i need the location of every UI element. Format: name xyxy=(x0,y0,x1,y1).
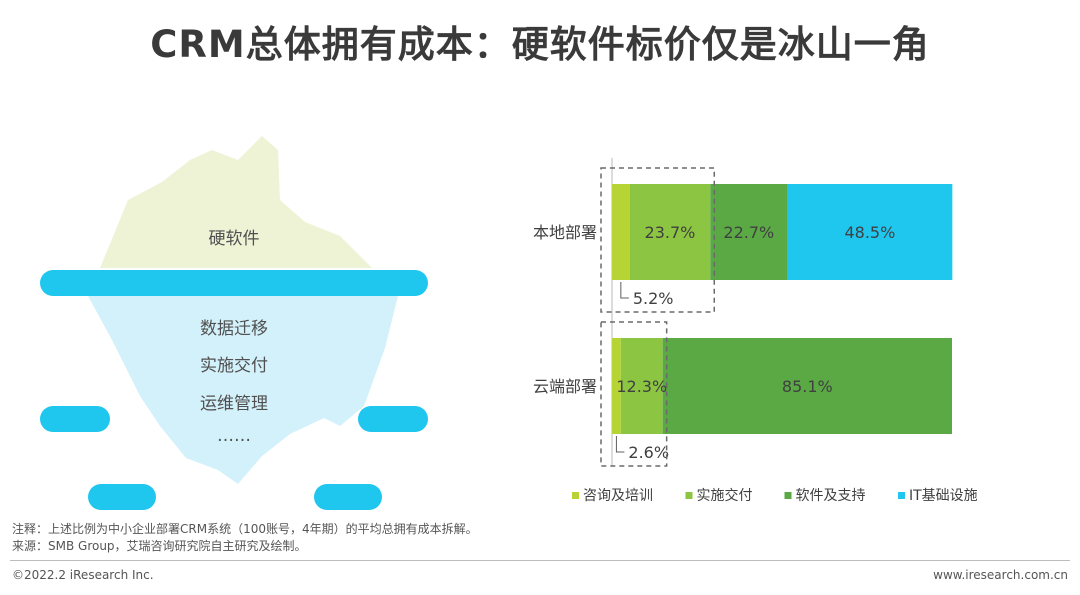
bar-segment xyxy=(612,338,621,434)
ice-floe-bottom-left xyxy=(88,484,156,510)
category-label: 云端部署 xyxy=(533,377,597,396)
chart-note: 注释：上述比例为中小企业部署CRM系统（100账号，4年期）的平均总拥有成本拆解… xyxy=(12,522,478,536)
iceberg-tip xyxy=(100,136,372,268)
data-label: 5.2% xyxy=(633,289,674,308)
iceberg-illustration xyxy=(40,136,428,510)
callout-line xyxy=(615,436,625,453)
bar-segment xyxy=(710,184,788,280)
iceberg-above-label: 硬软件 xyxy=(208,229,260,249)
bar-segment xyxy=(620,338,663,434)
callout-line xyxy=(620,282,629,299)
data-label: 12.3% xyxy=(616,377,667,396)
category-label: 本地部署 xyxy=(533,223,597,242)
ice-floe-right xyxy=(358,406,428,432)
bar-segment xyxy=(662,338,952,434)
legend-label: 咨询及培训 xyxy=(583,488,653,504)
footer-copyright: ©2022.2 iResearch Inc. xyxy=(12,568,154,582)
iceberg-below-label: 数据迁移 xyxy=(200,319,268,339)
stacked-bar-chart: 本地部署 23.7% 22.7% 48.5% 5.2% 云端部署 12.3% 85.1% 2.6… xyxy=(533,158,978,504)
data-label: 85.1% xyxy=(782,377,833,396)
data-label: 2.6% xyxy=(628,443,669,462)
legend-swatch xyxy=(784,492,792,499)
data-label: 48.5% xyxy=(844,223,895,242)
legend-label: 实施交付 xyxy=(697,487,753,504)
highlight-box xyxy=(600,321,668,467)
page-title: CRM总体拥有成本：硬软件标价仅是冰山一角 xyxy=(150,23,930,66)
bar-segment xyxy=(612,184,630,280)
water-line xyxy=(40,270,428,296)
legend-swatch xyxy=(572,492,579,499)
bar-segment xyxy=(787,184,953,280)
iceberg-below-label: 实施交付 xyxy=(200,356,268,376)
legend-label: 软件及支持 xyxy=(796,488,866,504)
highlight-box xyxy=(600,167,716,313)
iceberg-underwater xyxy=(88,296,398,484)
legend-swatch xyxy=(898,492,905,499)
ice-floe-left xyxy=(40,406,110,432)
data-label: 23.7% xyxy=(645,223,696,242)
ice-floe-bottom-right xyxy=(314,484,382,510)
bar-segment xyxy=(629,184,711,280)
legend-label: IT基础设施 xyxy=(909,487,978,504)
iceberg-below-label: …… xyxy=(217,426,251,446)
footer-website: www.iresearch.com.cn xyxy=(933,568,1068,582)
chart-source: 来源：SMB Group，艾瑞咨询研究院自主研究及绘制。 xyxy=(12,539,307,553)
data-label: 22.7% xyxy=(723,223,774,242)
footer-divider xyxy=(10,560,1070,561)
legend-swatch xyxy=(685,492,693,499)
iceberg-below-label: 运维管理 xyxy=(200,394,268,414)
